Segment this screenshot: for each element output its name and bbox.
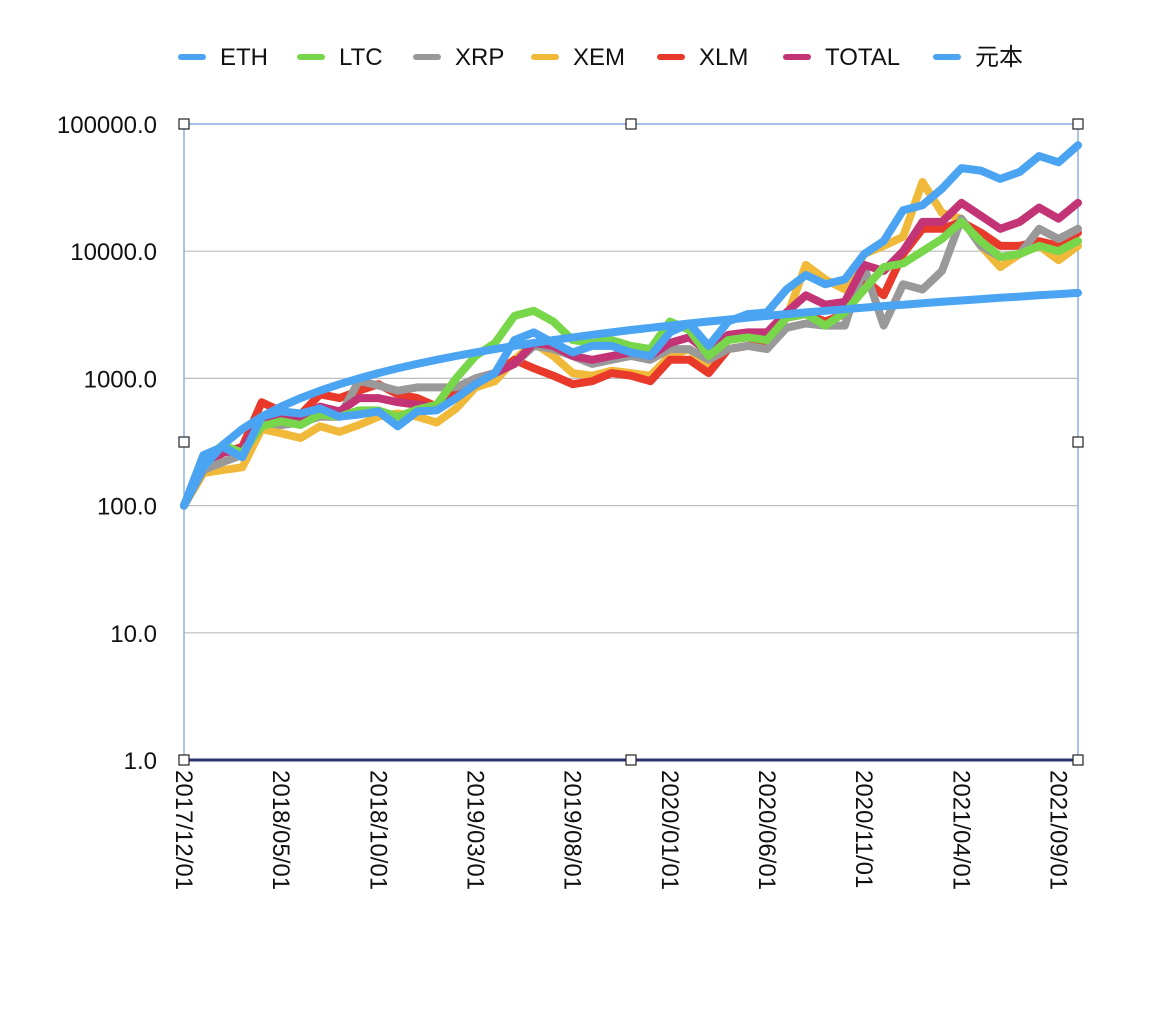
y-axis: 1.0 10.0 100.0 1000.0 10000.0 100000.0 <box>57 112 157 775</box>
x-tick-label: 2021/09/01 <box>1045 770 1072 890</box>
resize-handle[interactable] <box>178 118 190 130</box>
resize-handle[interactable] <box>178 436 190 448</box>
legend-label: XEM <box>573 44 625 71</box>
legend: ETH LTC XRP XEM XLM TOTAL 元本 <box>178 44 1023 71</box>
x-tick-label: 2018/05/01 <box>267 770 294 890</box>
resize-handle[interactable] <box>625 118 637 130</box>
x-axis: 2017/12/01 2018/05/01 2018/10/01 2019/03/01… <box>170 770 1072 890</box>
x-tick-label: 2019/03/01 <box>462 770 489 890</box>
legend-label: TOTAL <box>825 44 900 71</box>
legend-label: LTC <box>339 44 383 71</box>
x-tick-label: 2021/04/01 <box>947 770 974 890</box>
legend-label: ETH <box>220 44 268 71</box>
x-tick-label: 2020/01/01 <box>656 770 683 890</box>
legend-label: XRP <box>455 44 504 71</box>
y-tick-label: 100.0 <box>97 494 157 521</box>
resize-handle[interactable] <box>1072 754 1084 766</box>
resize-handle[interactable] <box>625 754 637 766</box>
series-line-1 <box>180 217 1082 510</box>
series-line-2 <box>180 214 1082 510</box>
y-tick-label: 1.0 <box>124 748 157 775</box>
resize-handle[interactable] <box>178 754 190 766</box>
legend-label: 元本 <box>975 44 1023 71</box>
legend-label: XLM <box>699 44 748 71</box>
x-tick-label: 2017/12/01 <box>170 770 197 890</box>
y-tick-label: 1000.0 <box>84 366 157 393</box>
x-tick-label: 2018/10/01 <box>364 770 391 890</box>
y-tick-label: 10000.0 <box>70 239 157 266</box>
y-tick-label: 10.0 <box>110 621 157 648</box>
y-tick-label: 100000.0 <box>57 112 157 139</box>
plot-area <box>180 123 1082 762</box>
series-line-5 <box>180 141 1082 510</box>
resize-handle[interactable] <box>1072 118 1084 130</box>
x-tick-label: 2020/11/01 <box>850 770 877 888</box>
x-tick-label: 2020/06/01 <box>753 770 780 890</box>
resize-handle[interactable] <box>1072 436 1084 448</box>
x-tick-label: 2019/08/01 <box>559 770 586 890</box>
selection-frame[interactable] <box>178 118 1084 766</box>
series-line-6 <box>180 288 1082 510</box>
